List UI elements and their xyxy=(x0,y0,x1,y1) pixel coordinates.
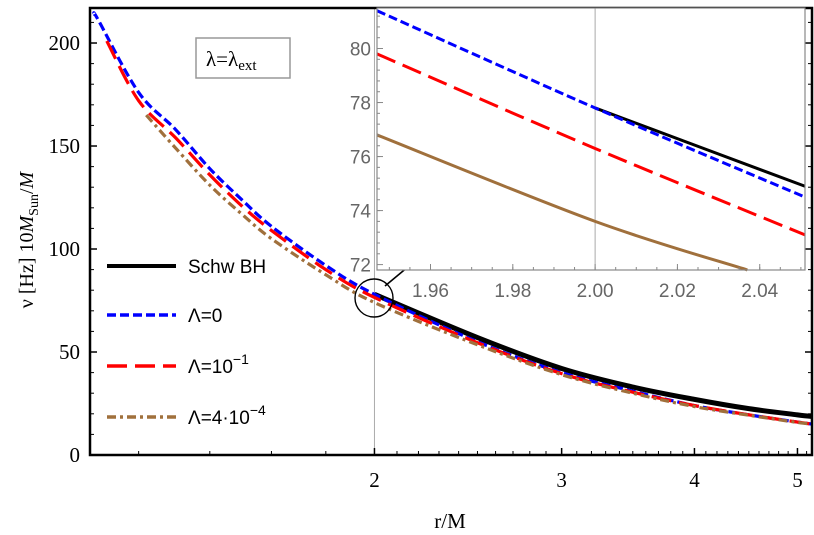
inset-x-tick-label: 1.98 xyxy=(494,281,531,302)
y-label-slash: / xyxy=(16,188,38,194)
inset-series-line-0 xyxy=(594,106,806,188)
inset-y-tick-label: 80 xyxy=(350,40,371,61)
inset-x-tick-label: 2.04 xyxy=(741,281,778,302)
inset-y-tick-label: 72 xyxy=(350,256,371,277)
inset-plot: 72 74 76 78 80 1.96 1.98 2.00 2.02 2.04 xyxy=(350,7,806,302)
y-label-mass2: M xyxy=(16,170,38,189)
inset-x-tick-label: 2.02 xyxy=(659,281,696,302)
x-tick-label: 3 xyxy=(556,468,567,492)
legend-label-sup: −1 xyxy=(233,351,249,367)
inset-x-tick-label: 2.00 xyxy=(577,281,614,302)
series-line-3 xyxy=(145,114,813,426)
inset-series-line-3 xyxy=(376,133,748,272)
annotation-label: λ=λext xyxy=(206,47,257,74)
zoom-circle xyxy=(354,278,394,318)
x-tick-label: 2 xyxy=(369,468,380,492)
y-tick-label: 50 xyxy=(59,340,80,364)
legend: Schw BH Λ=0 Λ=10−1 Λ=4·10−4 xyxy=(107,257,266,429)
legend-label-sup: −4 xyxy=(250,402,266,418)
y-tick-label: 0 xyxy=(70,443,81,467)
x-tick-label: 4 xyxy=(689,468,700,492)
y-axis-label: ν [Hz] 10MSun/M xyxy=(16,170,42,308)
inset-series-line-2 xyxy=(376,52,806,237)
legend-label-1: Λ=0 xyxy=(188,306,222,327)
series-line-0 xyxy=(373,292,813,419)
y-tick-label: 100 xyxy=(49,237,81,261)
inset-frame xyxy=(376,7,806,271)
annotation-box xyxy=(195,37,291,79)
inset-x-tick-label: 1.96 xyxy=(412,281,449,302)
y-label-sub: Sun xyxy=(27,194,42,216)
x-axis-label: r/M xyxy=(434,509,466,533)
inset-y-tick-label: 78 xyxy=(350,94,371,115)
main-series xyxy=(92,11,813,426)
legend-label-0: Schw BH xyxy=(188,257,266,278)
legend-label-3: Λ=4·10−4 xyxy=(188,402,266,429)
inset-y-tick-label: 74 xyxy=(350,202,372,223)
inset-axes: 72 74 76 78 80 1.96 1.98 2.00 2.02 2.04 xyxy=(350,7,806,302)
y-tick-label: 150 xyxy=(49,134,81,158)
y-tick-label: 200 xyxy=(49,31,81,55)
inset-series-line-1 xyxy=(376,9,806,199)
inset-y-tick-label: 76 xyxy=(350,148,371,169)
legend-label-2: Λ=10−1 xyxy=(188,351,249,378)
inset-series xyxy=(376,9,806,272)
y-label-mass: M xyxy=(16,215,38,234)
x-tick-label: 5 xyxy=(792,468,803,492)
y-label-text: ν [Hz] 10 xyxy=(16,233,38,309)
series-line-1 xyxy=(92,11,813,426)
